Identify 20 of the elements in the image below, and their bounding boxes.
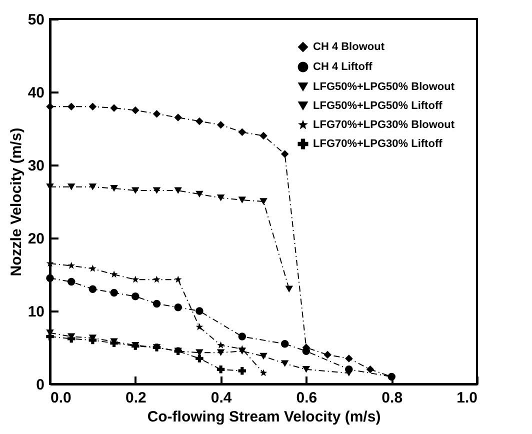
- legend-label: LFG70%+LPG30% Liftoff: [313, 138, 443, 150]
- y-tick-label: 40: [28, 84, 44, 102]
- y-tick-label: 10: [28, 304, 44, 320]
- legend-label: CH 4 Liftoff: [313, 61, 373, 73]
- x-tick-label: 0.6: [296, 390, 318, 406]
- x-tick-label: 0.4: [210, 390, 232, 406]
- x-tick-label: 0.0: [50, 390, 72, 406]
- x-tick-label: 1.0: [456, 390, 478, 406]
- legend-label: CH 4 Blowout: [313, 41, 385, 53]
- y-tick-label: 0: [36, 376, 44, 394]
- x-tick-label: 0.2: [125, 390, 146, 406]
- x-tick-label: 0.8: [382, 390, 403, 406]
- y-tick-label: 20: [28, 230, 44, 248]
- legend-label: LFG50%+LPG50% Blowout: [313, 81, 455, 93]
- x-axis-title: Co-flowing Stream Velocity (m/s): [147, 408, 381, 426]
- y-tick-label: 30: [28, 158, 44, 174]
- legend-label: LFG70%+LPG30% Blowout: [313, 119, 455, 131]
- y-axis-title: Nozzle Velocity (m/s): [8, 128, 25, 276]
- legend-label: LFG50%+LPG50% Liftoff: [313, 100, 443, 112]
- y-tick-label: 50: [28, 12, 44, 28]
